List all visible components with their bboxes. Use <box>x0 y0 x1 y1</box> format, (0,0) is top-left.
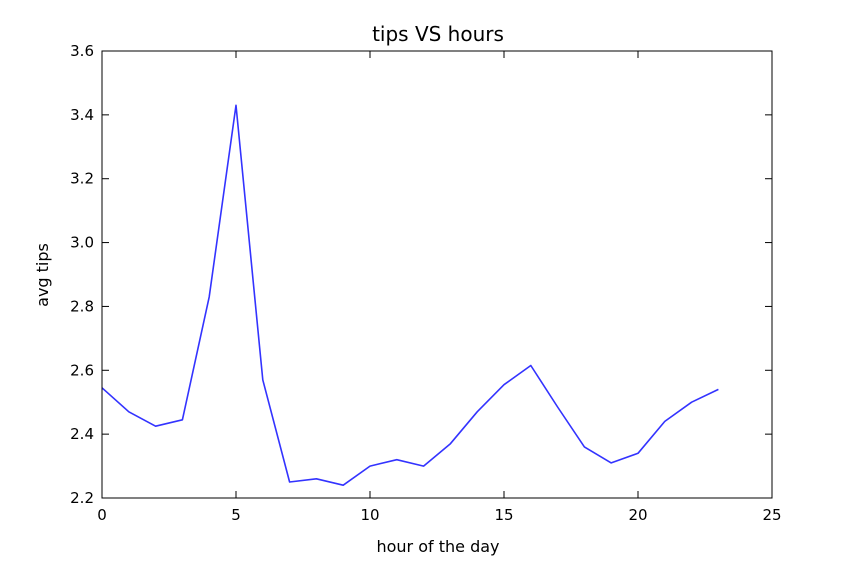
y-tick-label: 2.6 <box>70 361 94 379</box>
chart-title: tips VS hours <box>372 22 504 46</box>
y-tick-label: 3.6 <box>70 42 94 60</box>
y-tick-label: 2.2 <box>70 489 94 507</box>
plot-frame <box>101 50 773 499</box>
y-axis-ticks: 2.2 2.4 2.6 2.8 3.0 3.2 3.4 3.6 <box>70 42 772 507</box>
x-tick-label: 15 <box>494 506 513 524</box>
y-tick-label: 2.8 <box>70 297 94 315</box>
y-tick-label: 3.0 <box>70 234 94 252</box>
x-tick-label: 5 <box>231 506 241 524</box>
series-layer <box>101 104 719 487</box>
x-tick-label: 10 <box>360 506 379 524</box>
y-axis-label: avg tips <box>33 243 52 307</box>
y-tick-label: 3.2 <box>70 170 94 188</box>
y-tick-label: 3.4 <box>70 106 94 124</box>
y-tick-label: 2.4 <box>70 425 94 443</box>
x-axis-label: hour of the day <box>376 537 499 556</box>
series-line <box>101 104 719 487</box>
x-tick-label: 0 <box>97 506 107 524</box>
x-axis-ticks: 0 5 10 15 20 25 <box>97 51 782 524</box>
x-tick-label: 25 <box>762 506 781 524</box>
x-tick-label: 20 <box>628 506 647 524</box>
